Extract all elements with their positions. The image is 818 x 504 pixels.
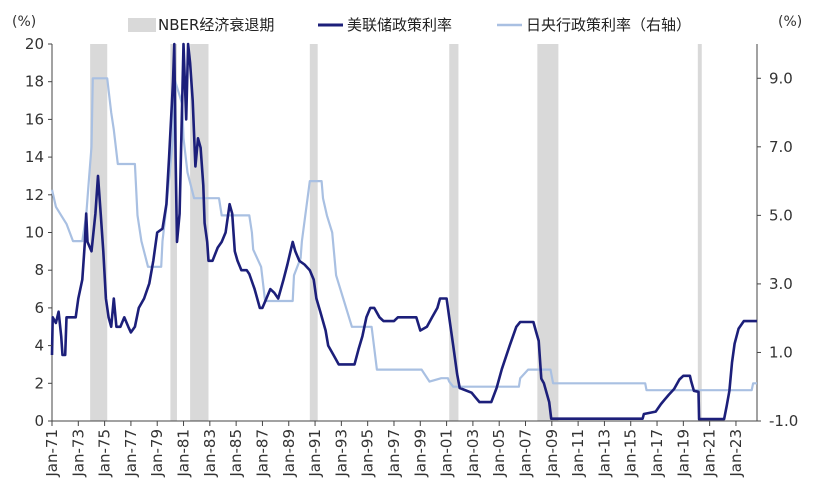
x-tick-label: Jan-05 (490, 429, 508, 478)
x-tick-label: Jan-11 (569, 429, 587, 478)
x-tick-label: Jan-17 (648, 429, 666, 478)
x-tick-label: Jan-87 (253, 429, 271, 478)
x-tick-label: Jan-81 (175, 429, 193, 478)
x-tick-label: Jan-71 (43, 429, 61, 478)
x-tick-label: Jan-79 (148, 429, 166, 478)
x-tick-label: Jan-83 (201, 429, 219, 478)
recession-band (90, 44, 108, 421)
recession-bands (90, 44, 702, 421)
legend-recession-label: NBER经济衰退期 (158, 16, 274, 34)
x-tick-label: Jan-21 (701, 429, 719, 478)
x-tick-label: Jan-19 (674, 429, 692, 478)
x-tick-label: Jan-91 (306, 429, 324, 478)
x-tick-label: Jan-95 (359, 429, 377, 478)
left-tick-label: 6 (34, 299, 44, 317)
recession-band (697, 44, 702, 421)
recession-band (537, 44, 559, 421)
x-tick-label: Jan-01 (438, 429, 456, 478)
x-tick-label: Jan-85 (227, 429, 245, 478)
legend-boj-label: 日央行政策利率（右轴） (526, 16, 691, 34)
right-tick-label: 1.0 (769, 343, 793, 361)
x-tick-label: Jan-89 (280, 429, 298, 478)
legend-fed-label: 美联储政策利率 (347, 16, 452, 34)
x-tick-label: Jan-13 (595, 429, 613, 478)
x-tick-label: Jan-77 (122, 429, 140, 478)
x-tick-label: Jan-93 (332, 429, 350, 478)
recession-band (309, 44, 318, 421)
x-tick-label: Jan-97 (385, 429, 403, 478)
left-tick-label: 0 (34, 412, 44, 430)
left-tick-label: 10 (25, 224, 44, 242)
recession-band (449, 44, 459, 421)
right-tick-label: 3.0 (769, 275, 793, 293)
right-tick-label: 9.0 (769, 69, 793, 87)
right-tick-label: 5.0 (769, 206, 793, 224)
x-tick-label: Jan-99 (411, 429, 429, 478)
x-tick-label: Jan-07 (517, 429, 535, 478)
x-tick-label: Jan-73 (69, 429, 87, 478)
x-tick-label: Jan-75 (96, 429, 114, 478)
fed-rate-line (50, 42, 757, 421)
tick-labels: 0 2 4 6 8 10 12 14 16 18 20 -1.0 1.0 3.0 5.0 7.0 9.0 Jan-… (25, 35, 798, 478)
right-tick-label: -1.0 (769, 412, 798, 430)
left-tick-label: 2 (34, 374, 44, 392)
recession-band (170, 44, 177, 421)
left-axis-unit: (%) (12, 14, 36, 30)
left-tick-label: 8 (34, 261, 44, 279)
left-tick-label: 20 (25, 35, 44, 53)
x-tick-label: Jan-23 (727, 429, 745, 478)
left-tick-label: 18 (25, 73, 44, 91)
x-tick-label: Jan-09 (543, 429, 561, 478)
x-tick-label: Jan-03 (464, 429, 482, 478)
left-tick-label: 4 (34, 337, 44, 355)
legend-recession-swatch (128, 18, 156, 32)
legend: NBER经济衰退期 美联储政策利率 日央行政策利率（右轴） (128, 16, 691, 34)
right-axis-unit: (%) (778, 14, 802, 30)
left-tick-label: 12 (25, 186, 44, 204)
series-lines (50, 42, 757, 421)
left-tick-label: 16 (25, 110, 44, 128)
x-tick-label: Jan-15 (622, 429, 640, 478)
left-tick-label: 14 (25, 148, 44, 166)
right-tick-label: 7.0 (769, 138, 793, 156)
boj-rate-line (50, 77, 757, 392)
